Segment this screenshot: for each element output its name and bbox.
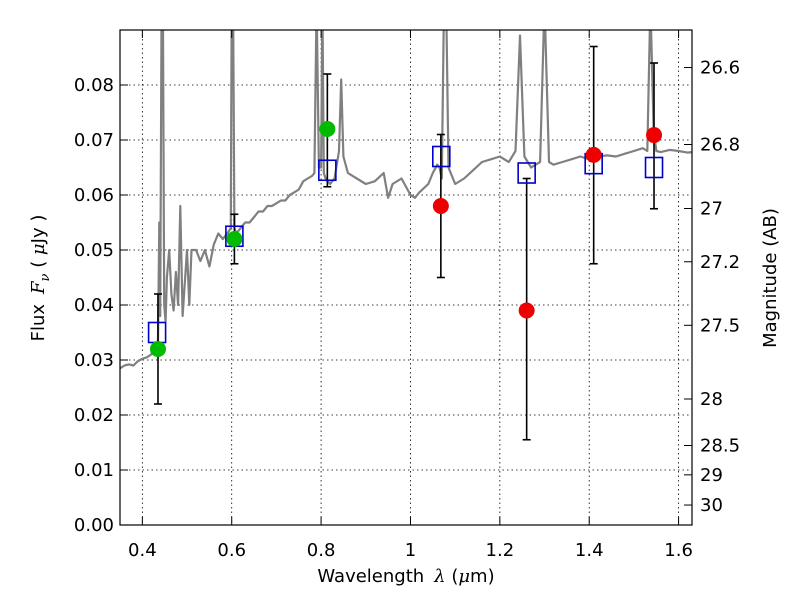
y-axis-label: FluxFν ( μJy ) <box>28 215 53 342</box>
mag-tick-label: 27.5 <box>700 315 740 336</box>
model-square-marker <box>517 162 536 184</box>
x-axis-label: Wavelength λ (μm) <box>317 566 494 587</box>
data-point-marker <box>226 231 243 247</box>
plot-frame <box>119 29 693 526</box>
grid-lines <box>120 30 692 526</box>
data-point-marker <box>432 198 449 214</box>
y-tick-label: 0.03 <box>74 350 114 371</box>
x-tick-label: 1.6 <box>664 540 693 561</box>
model-spectrum <box>120 30 692 370</box>
y-tick-label: 0.07 <box>74 130 114 151</box>
mag-tick-label: 26.8 <box>700 134 740 155</box>
data-markers <box>147 45 664 441</box>
data-point-marker <box>149 341 166 357</box>
spectrum-line <box>120 30 692 370</box>
mag-tick-label: 28 <box>700 389 723 410</box>
mag-tick-label: 27 <box>700 199 723 220</box>
y2-axis-label: Magnitude (AB) <box>760 208 781 348</box>
x-tick-label: 1 <box>405 540 416 561</box>
y-tick-label: 0.02 <box>74 405 114 426</box>
data-point-marker <box>646 127 663 144</box>
mag-tick-label: 27.2 <box>700 252 740 273</box>
axis-ticks: 0.4 0.6 0.8 1 1.2 1.4 1.6 0.00 0.01 0.02 0.03 0.04 0… <box>74 30 740 561</box>
x-tick-label: 1.2 <box>486 540 515 561</box>
x-tick-label: 1.4 <box>575 540 604 561</box>
mag-tick-label: 29 <box>700 465 723 486</box>
y-tick-label: 0.04 <box>74 295 114 316</box>
model-square-marker <box>644 156 664 179</box>
x-tick-label: 0.8 <box>307 540 336 561</box>
mag-tick-label: 26.6 <box>700 58 740 79</box>
y-tick-label: 0.00 <box>74 515 114 536</box>
y-tick-label: 0.08 <box>74 75 114 96</box>
data-point-marker <box>585 146 602 163</box>
mag-tick-label: 30 <box>700 495 723 516</box>
y-tick-label: 0.01 <box>74 460 114 481</box>
model-square-marker <box>318 159 337 182</box>
mag-tick-label: 28.5 <box>700 436 740 457</box>
y-tick-label: 0.06 <box>74 185 114 206</box>
model-square-marker <box>432 145 451 168</box>
data-point-marker <box>319 121 336 137</box>
data-point-marker <box>518 302 535 319</box>
x-tick-label: 0.4 <box>128 540 157 561</box>
x-tick-label: 0.6 <box>217 540 246 561</box>
y-tick-label: 0.05 <box>74 240 114 261</box>
